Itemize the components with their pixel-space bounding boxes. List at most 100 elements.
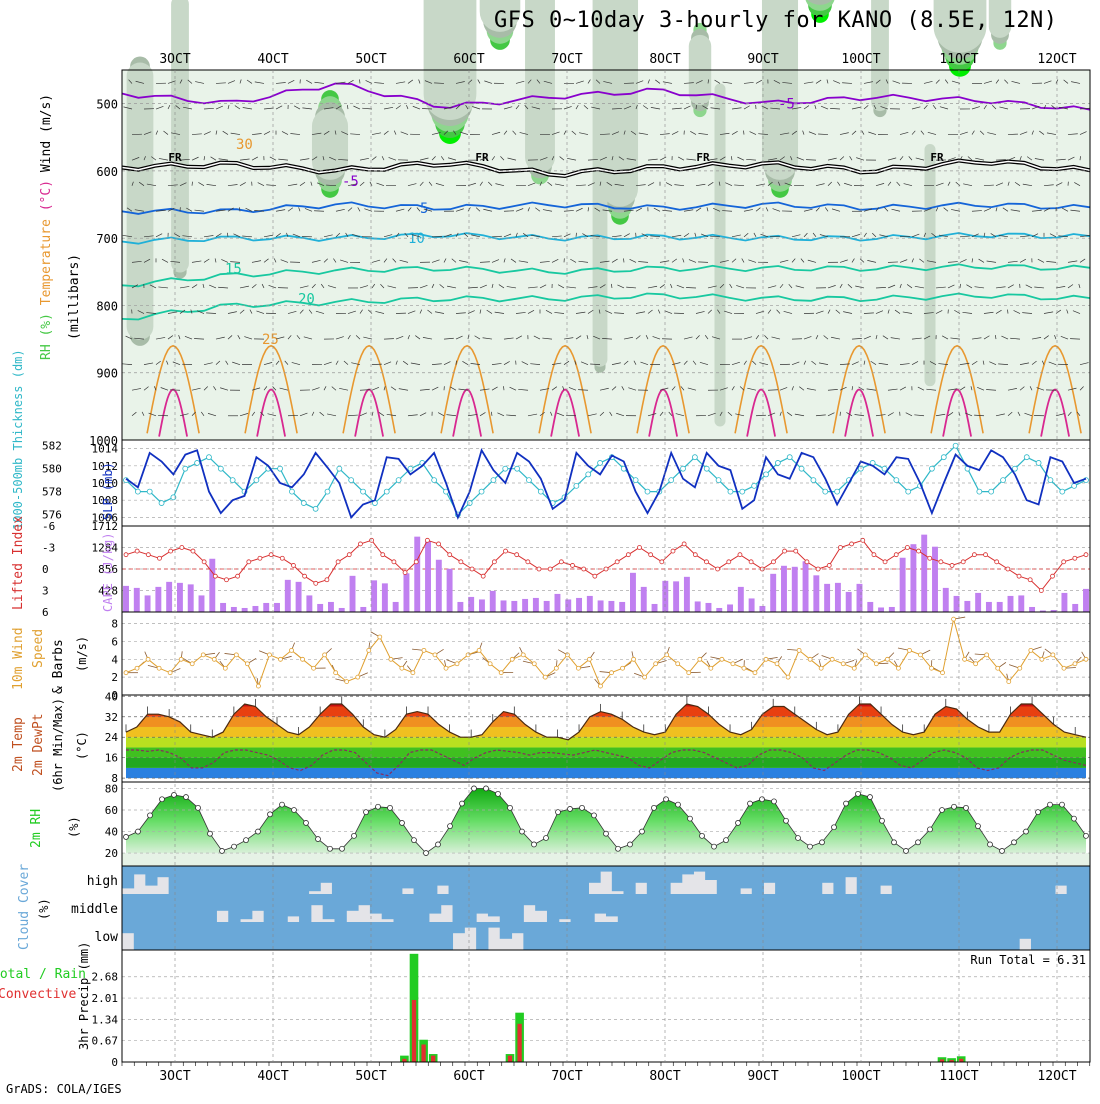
wind-speed-line-point	[157, 666, 161, 670]
li-line-point	[236, 574, 240, 578]
cloud-bar	[464, 922, 476, 928]
wind-speed-line-point	[885, 657, 889, 661]
rh-line-point	[436, 842, 441, 847]
wind-speed-line-point	[400, 666, 404, 670]
cloud-bar	[519, 866, 531, 894]
tick-label: 582	[42, 440, 62, 453]
cloud-bar	[429, 894, 441, 914]
cloud-bar	[287, 894, 299, 916]
cape-bar	[490, 591, 496, 612]
thickness-line-point	[218, 466, 223, 471]
cloud-bar	[740, 866, 752, 888]
rh-line-point	[940, 808, 945, 813]
cloud-bar	[783, 922, 795, 950]
thickness-line-point	[669, 478, 674, 483]
cloud-bar	[264, 894, 276, 922]
li-line-point	[693, 553, 697, 557]
tick-label: 900	[96, 367, 118, 381]
cloud-bar	[1043, 894, 1055, 922]
li-line-point	[1006, 567, 1010, 571]
cloud-bar	[1043, 922, 1055, 950]
wind-speed-line-point	[786, 675, 790, 679]
li-line-point	[883, 560, 887, 564]
cape-bar	[889, 607, 895, 612]
thickness-line-point	[977, 489, 982, 494]
li-line-point	[448, 553, 452, 557]
thickness-line-point	[206, 455, 211, 460]
cloud-bar	[346, 922, 358, 950]
cloud-bar	[577, 866, 589, 894]
date-label-top: 9OCT	[747, 52, 778, 67]
cloud-bar	[641, 894, 653, 922]
li-line-point	[950, 563, 954, 567]
cloud-bar	[323, 922, 335, 950]
cloud-bar	[892, 866, 904, 894]
cape-bar	[145, 595, 151, 612]
cloud-bar	[262, 866, 274, 894]
cloud-bar	[476, 894, 488, 914]
rh-line-point	[448, 824, 453, 829]
wind-speed-line-point	[643, 675, 647, 679]
cloud-bar	[275, 922, 287, 950]
cloud-bar	[205, 894, 217, 922]
cloud-bar	[903, 866, 915, 894]
wind-speed-line-point	[819, 666, 823, 670]
cloud-bar	[285, 866, 297, 894]
li-line-point	[905, 546, 909, 550]
cape-bar	[350, 576, 356, 612]
rh-line-point	[952, 804, 957, 809]
rh-line-point	[1060, 802, 1065, 807]
thickness-line-point	[538, 489, 543, 494]
cape-bar	[1018, 595, 1024, 612]
cloud-bar	[320, 866, 332, 883]
li-line-point	[425, 538, 429, 542]
cloud-bar	[700, 922, 712, 950]
cloud-bar	[358, 922, 370, 950]
rh-line-point	[544, 836, 549, 841]
thickness-line-point	[361, 489, 366, 494]
cloud-bar	[476, 922, 488, 950]
cloud-bar	[728, 866, 740, 894]
cloud-bar	[600, 866, 612, 872]
rh-line-point	[1072, 816, 1077, 821]
tick-label: 1712	[92, 520, 119, 533]
cloud-bar	[833, 866, 845, 894]
wind-speed-line-point	[907, 648, 911, 652]
wind-speed-line-point	[598, 684, 602, 688]
rh-line-point	[772, 799, 777, 804]
cape-bar	[652, 604, 658, 612]
slp-right-label: SLP (mb)	[101, 462, 115, 520]
cape-bar	[910, 544, 916, 612]
wind-speed-line-point	[168, 671, 172, 675]
cloud-bar	[842, 922, 854, 950]
cloud-bar	[1020, 866, 1032, 894]
cloud-bar	[355, 866, 367, 894]
tick-label: 0	[42, 563, 49, 576]
cloud-bar	[1067, 866, 1079, 894]
cloud-bar	[589, 866, 601, 883]
cloud-bar	[228, 894, 240, 922]
thickness-line-point	[349, 478, 354, 483]
cloud-bar	[390, 866, 402, 894]
wind-speed-line-point	[256, 684, 260, 688]
cloud-bar	[594, 894, 606, 914]
wind-speed-line-point	[576, 666, 580, 670]
date-label-bottom: 10OCT	[841, 1069, 880, 1084]
rh-line-point	[316, 837, 321, 842]
li-line-point	[224, 578, 228, 582]
rh-line-point	[784, 818, 789, 823]
date-label-top: 10OCT	[841, 52, 880, 67]
cape-bar	[360, 607, 366, 612]
cape-bar	[425, 541, 431, 612]
cloud-bar	[889, 894, 901, 922]
cape-bar	[954, 596, 960, 612]
run-total-label: Run Total = 6.31	[970, 953, 1086, 967]
li-line-point	[537, 567, 541, 571]
wind-speed-line-point	[477, 648, 481, 652]
wind-speed-line-point	[610, 671, 614, 675]
cloud-bar	[763, 866, 775, 883]
wind-speed-line-point	[797, 648, 801, 652]
temp-label: 2m DewPt	[31, 713, 46, 776]
cape-bar	[695, 601, 701, 612]
cloud-bar	[1019, 922, 1031, 939]
